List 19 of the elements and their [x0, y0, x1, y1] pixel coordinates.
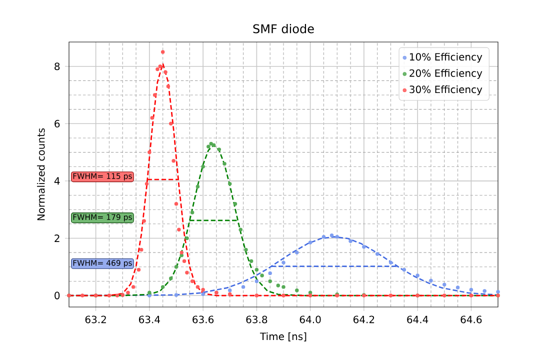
x-axis-title: Time [ns]: [260, 332, 306, 342]
legend-label: 10% Efficiency: [410, 53, 482, 63]
y-tick-label: 2: [54, 234, 60, 242]
legend-label: 30% Efficiency: [410, 86, 482, 96]
x-tick-label: 64.0: [300, 316, 321, 324]
legend-label: 20% Efficiency: [410, 69, 482, 79]
y-tick-label: 6: [54, 120, 60, 128]
y-tick-label: 4: [54, 177, 60, 185]
chart-title: SMF diode: [253, 24, 314, 34]
y-tick-label: 0: [54, 292, 60, 300]
x-tick-label: 64.6: [460, 316, 482, 324]
x-tick-label: 63.8: [246, 316, 268, 324]
x-tick-label: 64.4: [407, 316, 428, 324]
x-tick-label: 64.2: [353, 316, 374, 324]
y-tick-label: 8: [54, 62, 60, 70]
x-tick-label: 63.2: [85, 316, 106, 324]
x-tick-label: 63.6: [192, 316, 214, 324]
y-axis-title: Normalized counts: [37, 128, 45, 220]
x-tick-label: 63.4: [138, 316, 160, 324]
